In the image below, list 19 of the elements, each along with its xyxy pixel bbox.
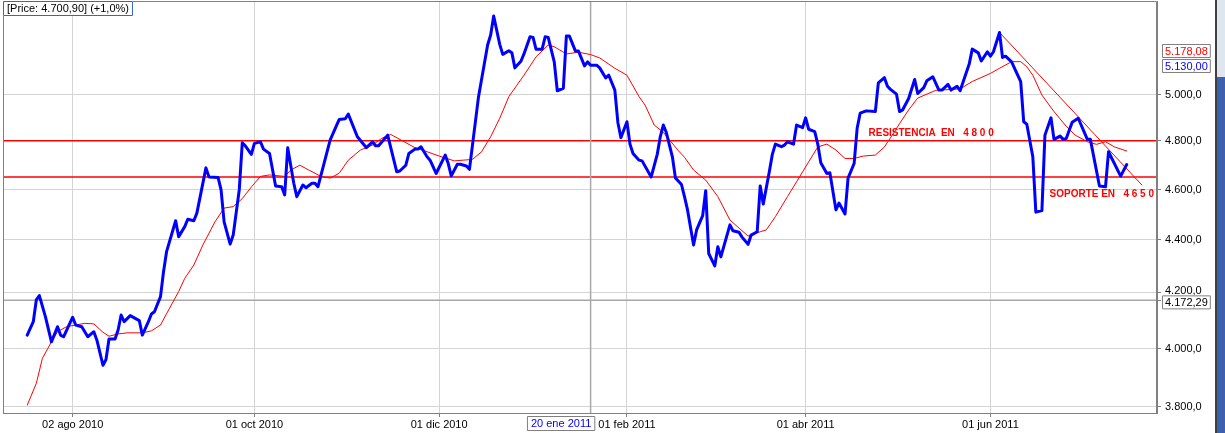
y-tick-label: 5.000,0: [1165, 87, 1202, 100]
x-tick-label: 01 abr 2011: [776, 417, 835, 430]
x-tick-label: 02 ago 2010: [42, 417, 104, 430]
text: 5.178,08: [1165, 44, 1208, 57]
ref-line-label: 20 ene 2011: [530, 417, 592, 430]
text: 5.130,00: [1165, 59, 1208, 72]
x-tick-label: 01 oct 2010: [225, 417, 284, 430]
ref-line-label: SOPORTE EN 4 6 5 0: [1049, 187, 1155, 199]
x-tick-label: 01 jun 2011: [962, 417, 1019, 430]
chart-title: [Price: 4.700,90] (+1,0%): [7, 2, 129, 15]
x-tick-label: 01 dic 2010: [410, 417, 468, 430]
x-tick-label: 01 feb 2011: [598, 417, 656, 430]
y-tick-label: 4.400,0: [1165, 233, 1202, 246]
y-tick-label: 4.200,0: [1165, 283, 1202, 296]
y-tick-label: 4.800,0: [1165, 134, 1202, 147]
y-tick-label: 4.172,29: [1165, 295, 1208, 308]
y-tick-label: 4.600,0: [1165, 182, 1202, 195]
y-tick-label: 3.800,0: [1165, 399, 1202, 412]
y-tick-label: 4.000,0: [1165, 341, 1202, 354]
